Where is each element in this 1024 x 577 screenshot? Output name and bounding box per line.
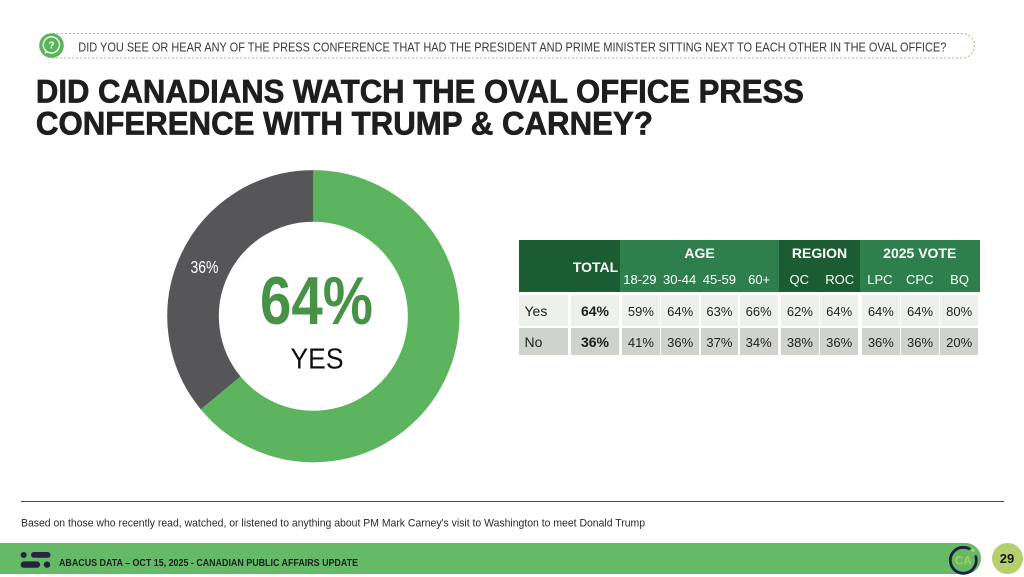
svg-text:64%: 64% <box>260 263 373 339</box>
svg-text:ABACUS DATA – OCT 15, 2025 - C: ABACUS DATA – OCT 15, 2025 - CANADIAN PU… <box>59 558 358 569</box>
svg-text:Based on those who recently re: Based on those who recently read, watche… <box>21 517 645 529</box>
svg-text:36%: 36% <box>191 257 219 277</box>
svg-text:CA: CA <box>955 555 972 567</box>
svg-text:?: ? <box>48 41 54 52</box>
svg-text:DID CANADIANS WATCH THE OVAL O: DID CANADIANS WATCH THE OVAL OFFICE PRES… <box>36 73 804 109</box>
svg-text:DID YOU SEE OR HEAR ANY OF THE: DID YOU SEE OR HEAR ANY OF THE PRESS CON… <box>78 40 946 54</box>
svg-text:YES: YES <box>291 343 344 375</box>
svg-text:CONFERENCE WITH TRUMP & CARNEY: CONFERENCE WITH TRUMP & CARNEY? <box>36 106 653 142</box>
